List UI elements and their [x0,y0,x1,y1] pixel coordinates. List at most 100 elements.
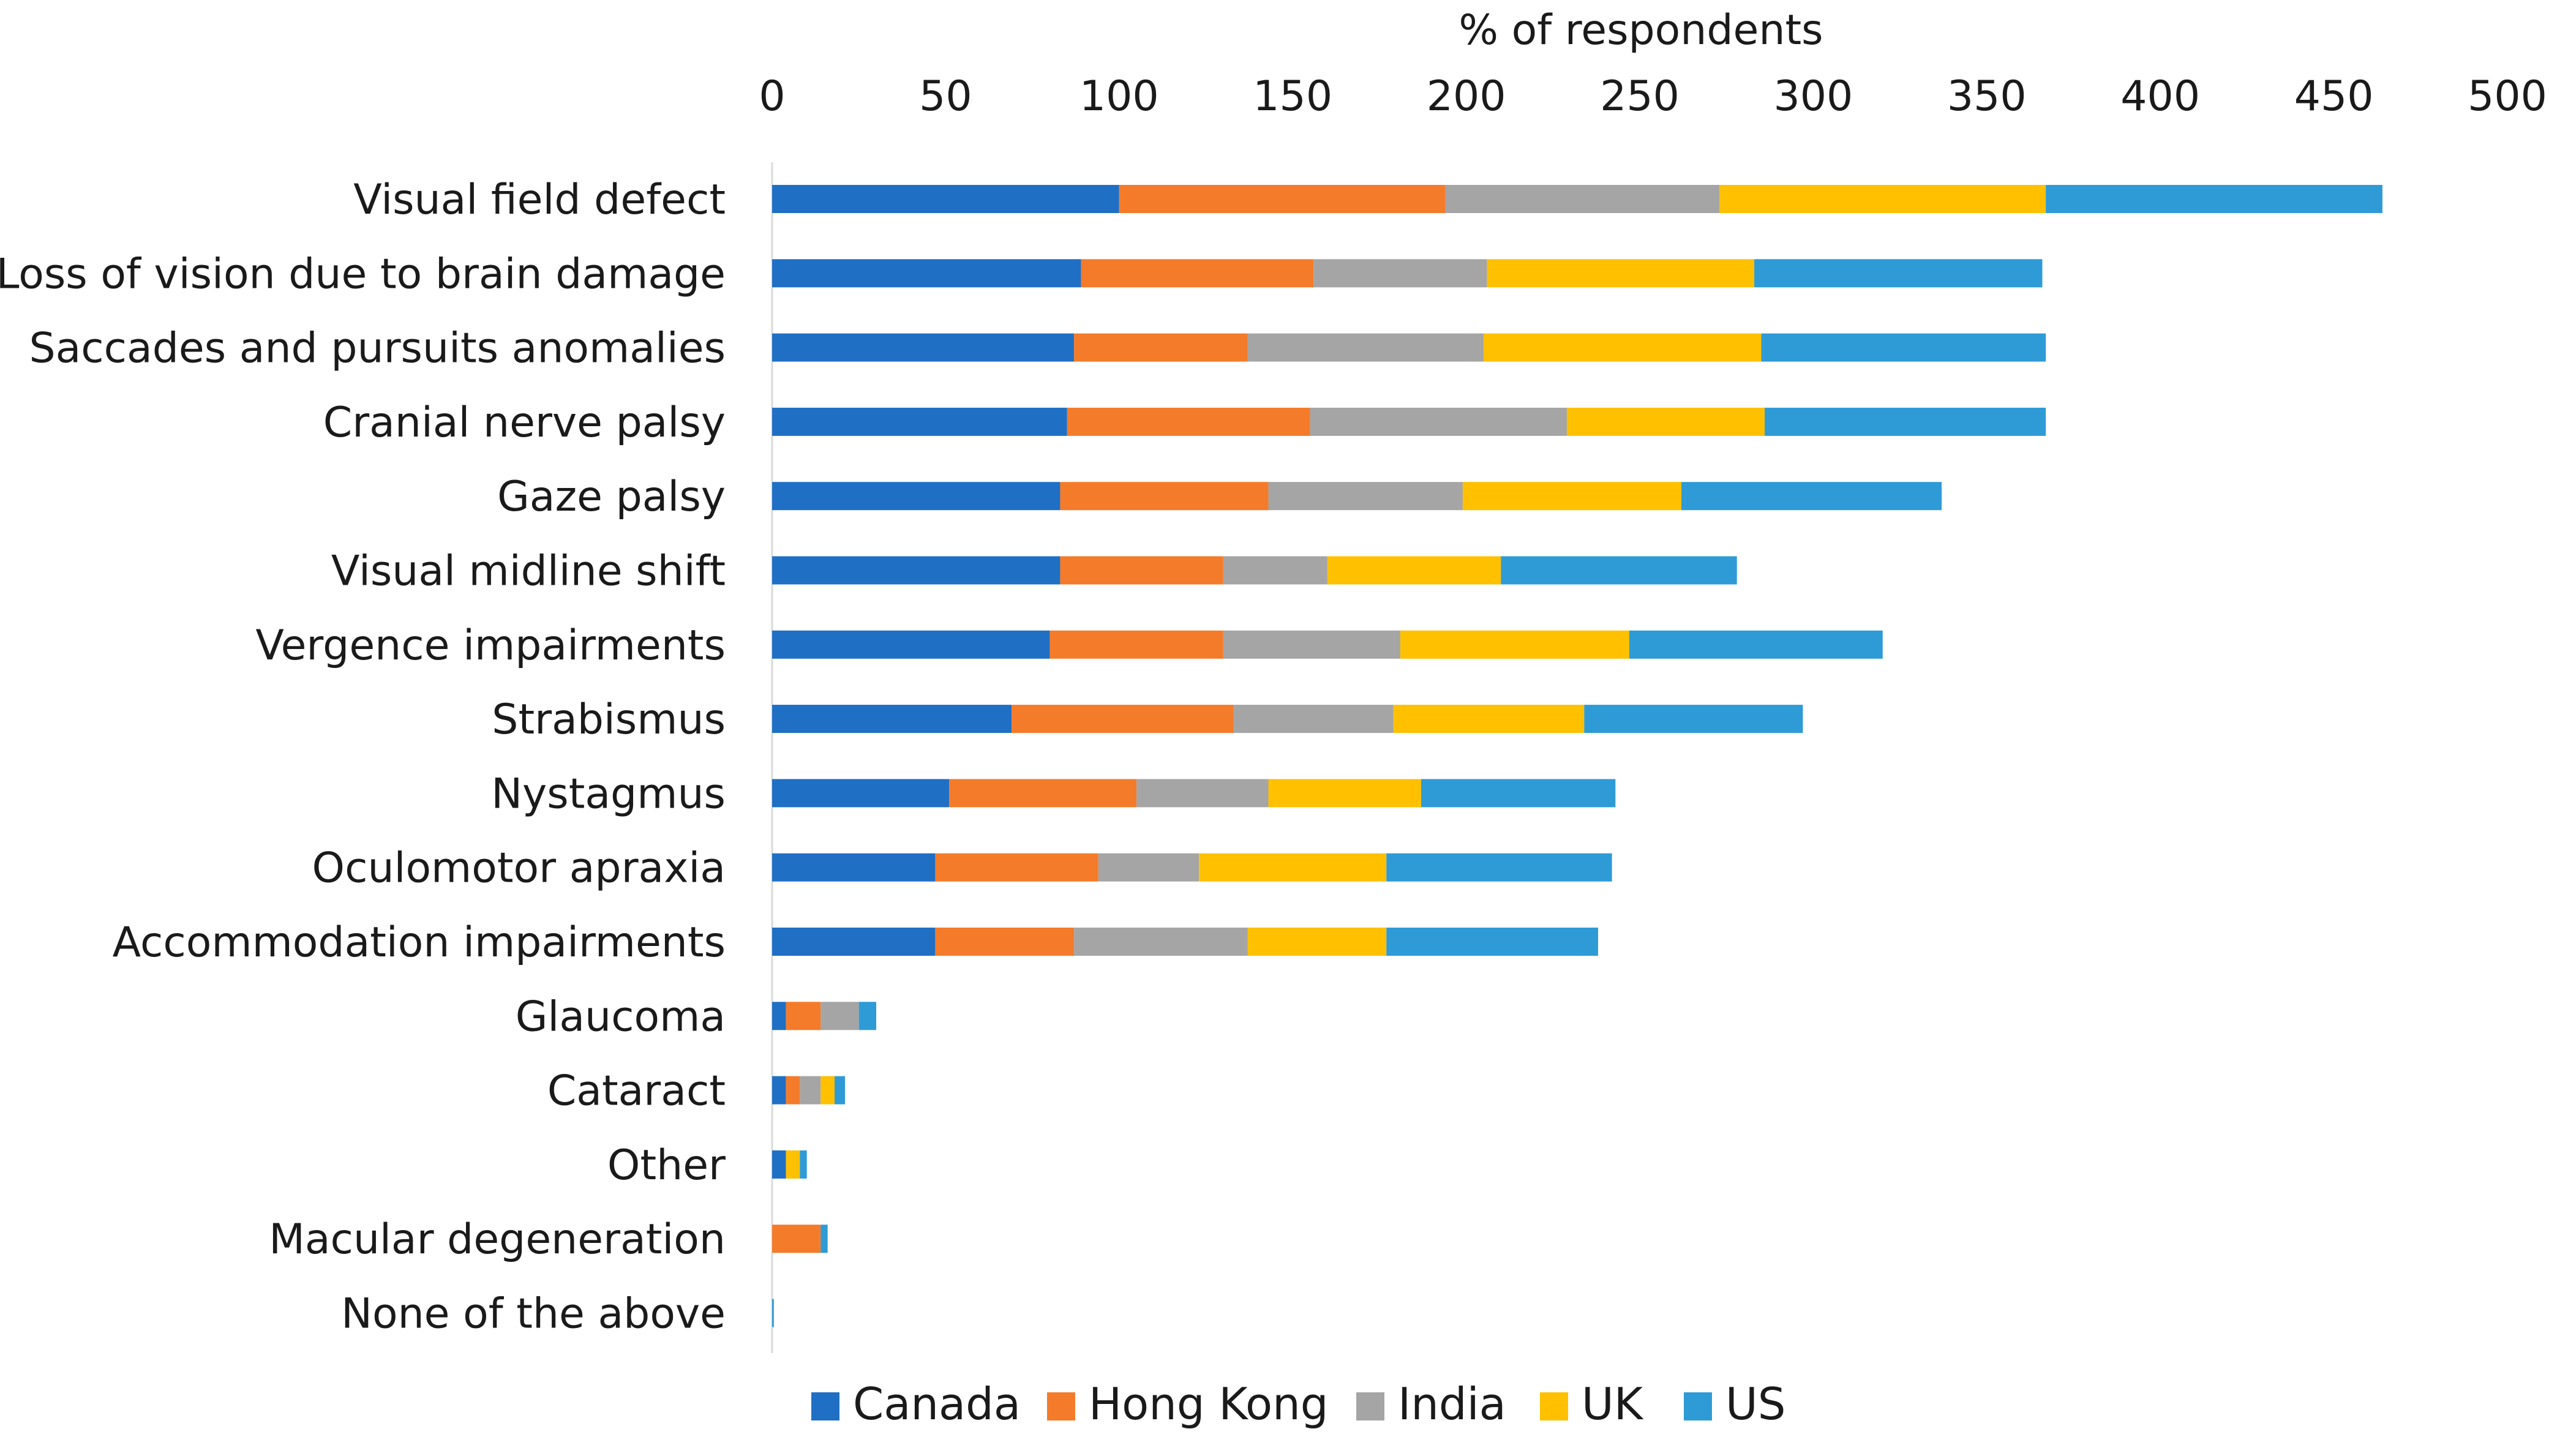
category-label-12: Glaucoma [516,993,726,1041]
category-label-2: Loss of vision due to brain damage [0,250,726,298]
x-tick-label-500: 500 [2468,72,2547,121]
bar-hong-kong-15 [772,1225,821,1253]
x-axis-ticks: 0 50 100 150 200 250 300 350 400 450 500 [759,72,2547,121]
bar-uk-13 [820,1076,835,1105]
bar-uk-6 [1327,556,1501,585]
bar-canada-5 [772,482,1061,511]
bar-canada-9 [772,779,950,808]
category-label-14: Other [607,1141,726,1190]
bar-uk-3 [1483,333,1762,362]
legend-label-us: US [1725,1378,1785,1430]
category-label-15: Macular degeneration [269,1215,726,1264]
bar-india-9 [1136,779,1269,808]
legend-label-uk: UK [1582,1378,1644,1430]
bar-india-7 [1223,630,1400,659]
bar-us-10 [1386,853,1612,882]
bar-india-8 [1233,705,1394,734]
category-label-13: Cataract [547,1067,726,1116]
bar-us-12 [858,1002,877,1030]
bar-uk-5 [1462,482,1682,511]
x-tick-label-450: 450 [2294,72,2374,121]
category-label-9: Nystagmus [491,770,726,818]
legend: Canada Hong Kong India UK US [811,1378,1785,1430]
bar-us-7 [1629,630,1883,659]
bar-uk-1 [1719,185,2046,213]
bar-india-5 [1268,482,1463,511]
x-axis-title: % of respondents [1458,6,1823,54]
bar-canada-8 [772,705,1012,734]
legend-label-india: India [1398,1378,1506,1430]
bar-canada-3 [772,333,1075,362]
category-label-8: Strabismus [492,696,726,744]
bar-hong-kong-10 [935,853,1098,882]
category-label-7: Vergence impairments [255,621,726,670]
bar-hong-kong-2 [1081,259,1314,288]
bar-uk-10 [1199,853,1387,882]
bar-canada-6 [772,556,1061,585]
category-label-5: Gaze palsy [497,473,726,521]
bar-india-2 [1313,259,1487,288]
bar-india-4 [1310,407,1567,436]
bar-india-3 [1247,333,1484,362]
bar-uk-9 [1268,779,1421,808]
x-tick-label-150: 150 [1253,72,1332,121]
bar-us-3 [1761,333,2046,362]
category-label-16: None of the above [341,1290,726,1338]
bar-canada-11 [772,928,936,956]
bar-uk-8 [1393,705,1585,734]
bar-us-14 [800,1150,807,1179]
bar-us-2 [1754,259,2043,288]
bars [772,185,2382,1327]
bar-hong-kong-3 [1074,333,1248,362]
x-tick-label-350: 350 [1947,72,2027,121]
bar-us-11 [1386,928,1598,956]
x-tick-label-400: 400 [2120,72,2200,121]
bar-canada-12 [772,1002,786,1030]
bar-india-13 [800,1076,821,1105]
bar-hong-kong-4 [1067,407,1310,436]
bar-india-1 [1445,185,1720,213]
x-tick-label-100: 100 [1079,72,1159,121]
bar-us-6 [1501,556,1737,585]
bar-uk-7 [1400,630,1629,659]
category-label-11: Accommodation impairments [113,918,726,967]
bar-us-13 [835,1076,846,1105]
legend-swatch-hong-kong [1047,1392,1075,1420]
bar-india-6 [1223,556,1327,585]
legend-swatch-uk [1540,1392,1568,1420]
category-labels: Visual field defect Loss of vision due to… [0,176,726,1338]
bar-hong-kong-13 [786,1076,800,1105]
x-tick-label-50: 50 [919,72,972,121]
bar-us-8 [1584,705,1803,734]
bar-us-16 [772,1299,774,1327]
bar-hong-kong-6 [1060,556,1223,585]
bar-uk-2 [1487,259,1755,288]
bar-us-9 [1421,779,1616,808]
category-label-3: Saccades and pursuits anomalies [29,325,726,373]
bar-canada-4 [772,407,1067,436]
legend-label-canada: Canada [853,1378,1021,1430]
bar-canada-10 [772,853,936,882]
bar-hong-kong-12 [786,1002,821,1030]
x-tick-label-250: 250 [1600,72,1680,121]
category-label-6: Visual midline shift [331,547,726,596]
bar-canada-7 [772,630,1050,659]
x-tick-label-300: 300 [1774,72,1853,121]
category-label-1: Visual field defect [353,176,726,224]
legend-swatch-india [1356,1392,1384,1420]
legend-swatch-us [1684,1392,1712,1420]
bar-us-15 [820,1225,828,1253]
bar-india-11 [1074,928,1248,956]
x-tick-label-0: 0 [759,72,785,121]
bar-us-1 [2046,185,2382,213]
legend-swatch-canada [811,1392,839,1420]
bar-uk-14 [786,1150,800,1179]
bar-india-12 [820,1002,859,1030]
category-label-10: Oculomotor apraxia [312,844,726,893]
bar-canada-1 [772,185,1119,213]
category-label-4: Cranial nerve palsy [323,399,726,447]
bar-uk-11 [1247,928,1387,956]
bar-uk-4 [1566,407,1765,436]
bar-hong-kong-1 [1119,185,1446,213]
